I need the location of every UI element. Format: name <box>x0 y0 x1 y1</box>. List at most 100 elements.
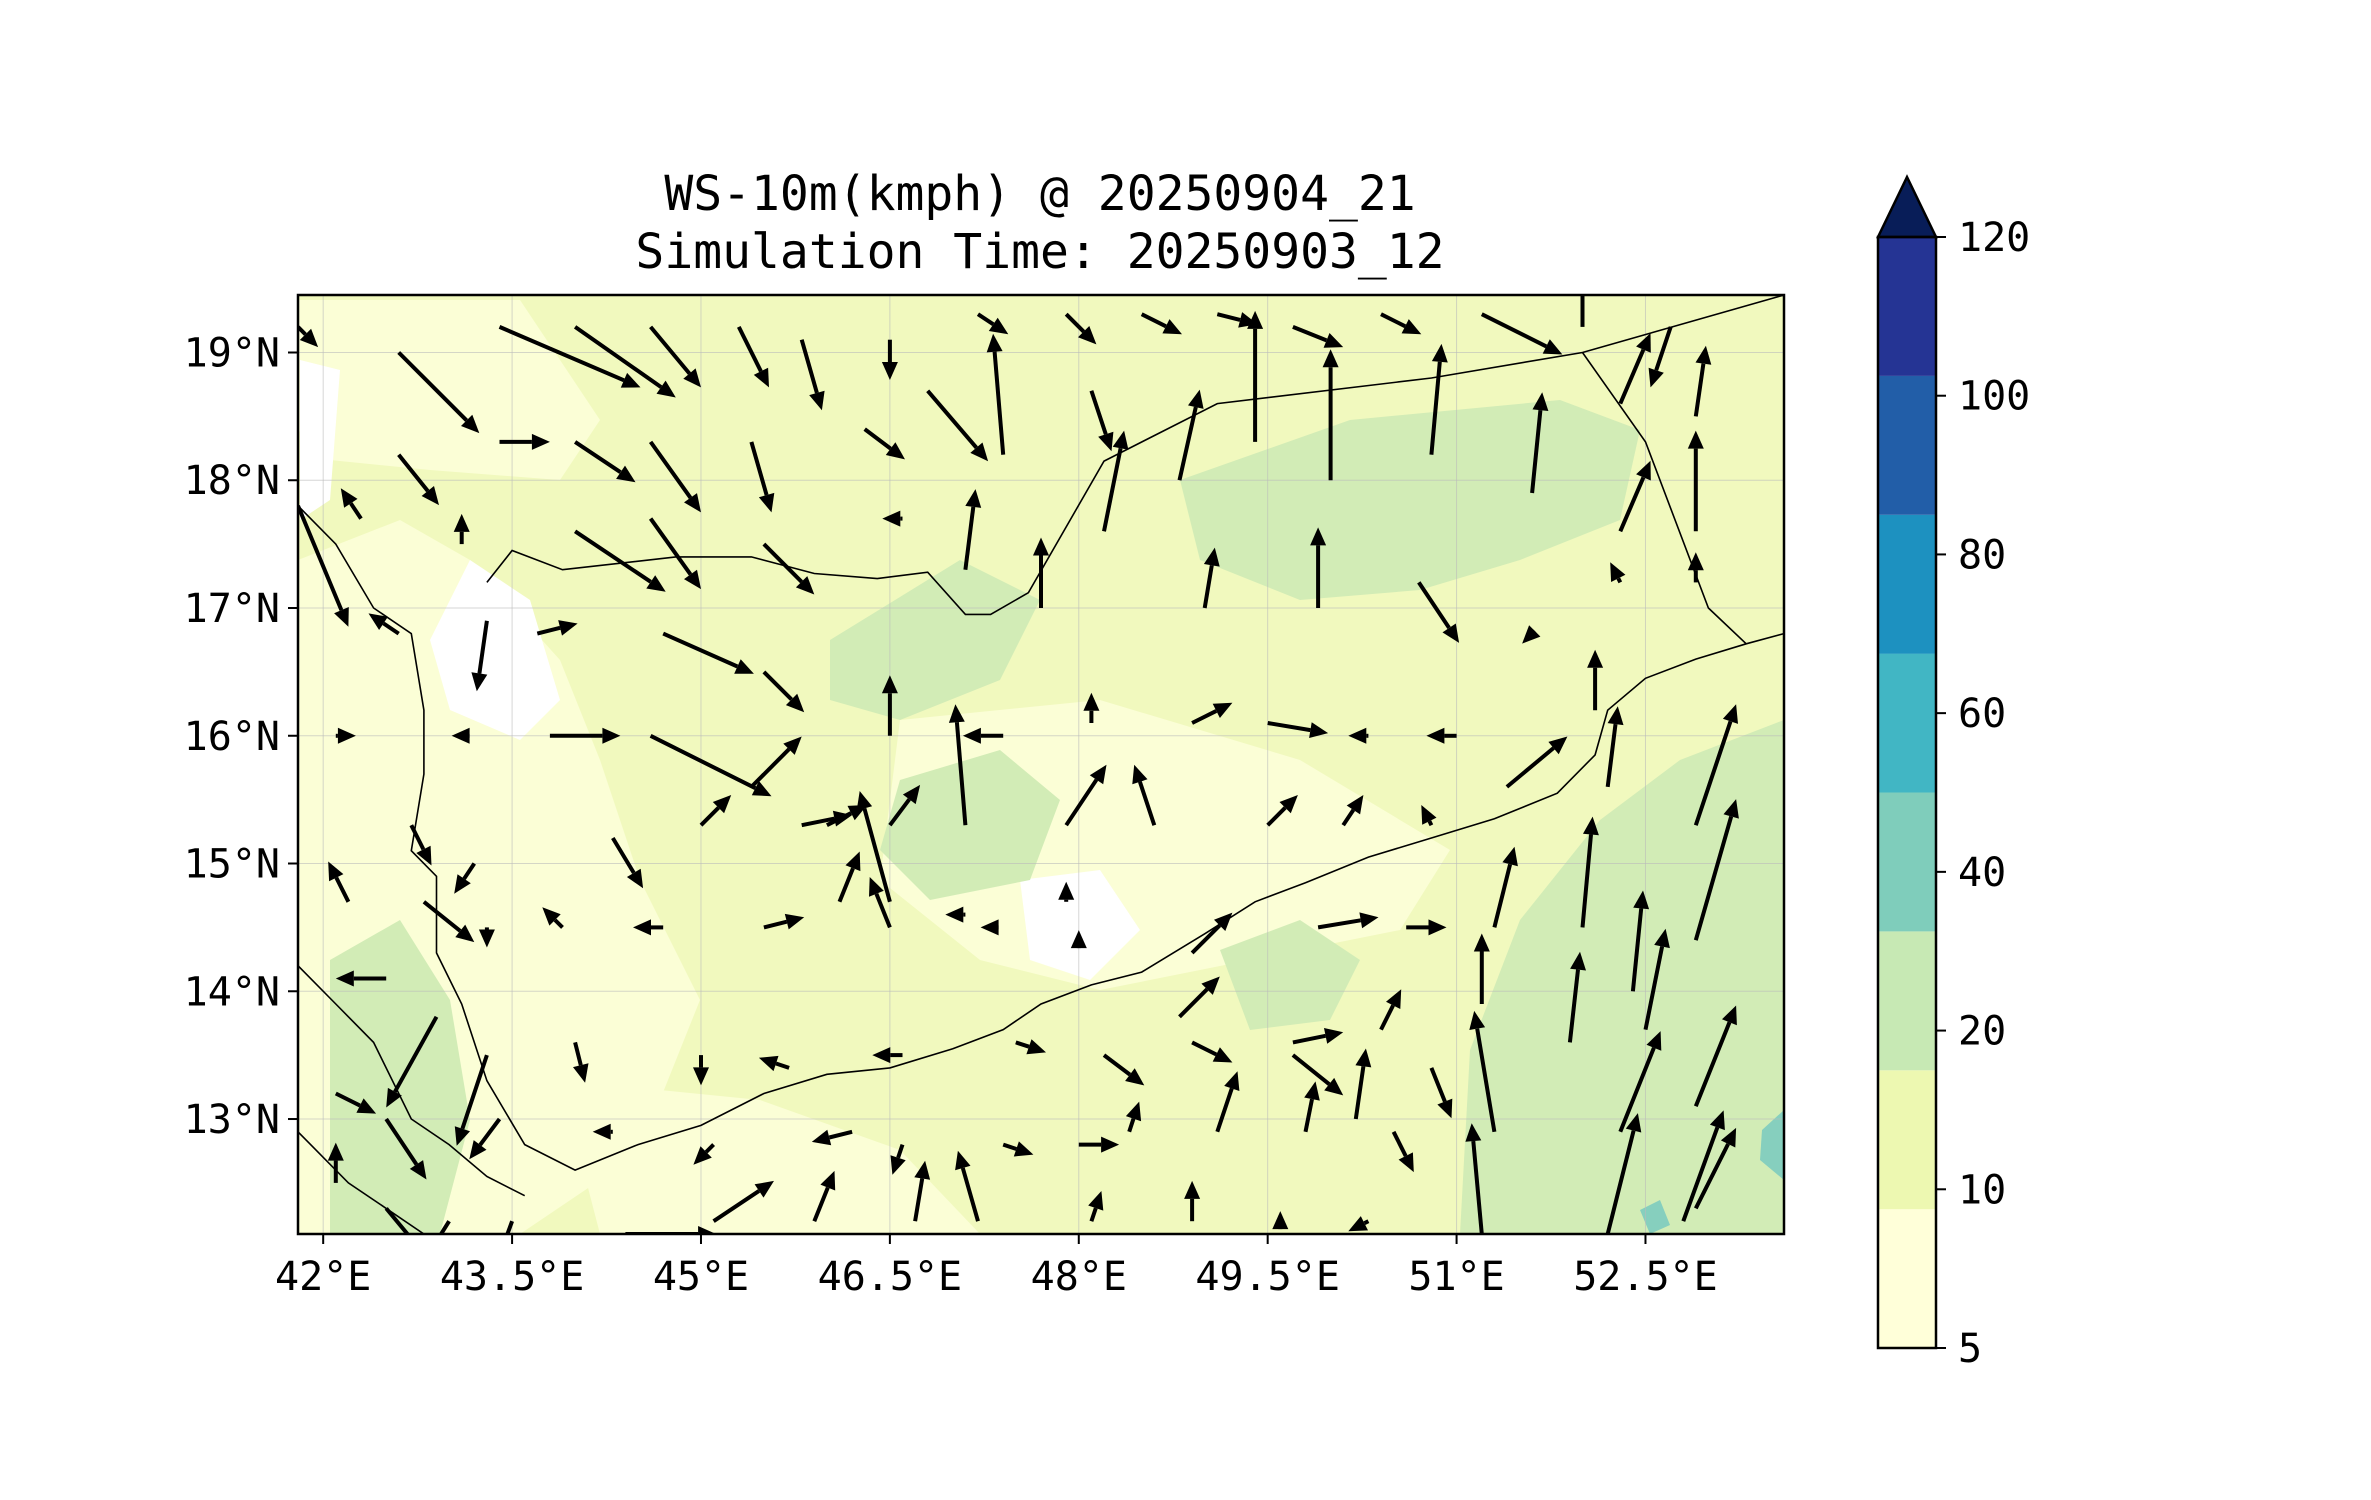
lon-tick-label: 43.5°E <box>440 1254 585 1300</box>
white-region-1 <box>430 560 560 740</box>
wind-arrow <box>633 919 664 936</box>
wind-arrow <box>1088 1191 1104 1222</box>
wind-arrow <box>454 1054 489 1146</box>
wind-arrow <box>422 900 475 943</box>
wind-arrow <box>881 675 898 736</box>
wind-arrow <box>1215 1071 1240 1133</box>
wind-arrow <box>1473 933 1490 1004</box>
lat-tick-label: 19°N <box>184 330 280 376</box>
colorbar-tick-label: 5 <box>1958 1326 1982 1372</box>
wind-arrow <box>962 727 1004 744</box>
wind-arrow <box>976 312 1009 335</box>
wind-arrow <box>1292 325 1344 348</box>
wind-arrow <box>340 488 363 520</box>
wind-arrow <box>1587 649 1604 711</box>
wind-arrow <box>799 339 825 411</box>
colorbar-tick-label: 60 <box>1958 691 2006 737</box>
green-region-mid <box>880 750 1060 900</box>
wind-arrow <box>980 919 999 936</box>
wind-arrow <box>1505 736 1568 789</box>
wind-arrow <box>986 333 1006 455</box>
wind-arrow <box>926 389 989 462</box>
colorbar-tick-label: 40 <box>1958 850 2006 896</box>
wind-arrow <box>1178 976 1220 1019</box>
wind-arrow <box>1465 1123 1484 1234</box>
wind-arrow <box>1530 392 1549 494</box>
wind-arrow <box>837 851 861 903</box>
wind-arrow <box>890 1143 906 1175</box>
wind-arrow <box>1480 312 1563 355</box>
wind-arrow <box>1380 312 1422 335</box>
wind-arrow <box>812 1170 836 1222</box>
wind-arrow <box>963 489 982 570</box>
wind-arrow <box>1303 1081 1320 1133</box>
wind-arrow <box>1083 692 1100 723</box>
green-region-west <box>330 920 470 1234</box>
country-border <box>1581 352 1747 645</box>
wind-arrow <box>648 517 701 590</box>
white-region-2 <box>1020 870 1140 980</box>
wind-arrow <box>1140 312 1182 335</box>
wind-arrow <box>1191 1040 1233 1063</box>
axis-ticks: 42°E 43.5°E 45°E 46.5°E 48°E 49.5°E 51°E 52.5°E… <box>184 330 1718 1300</box>
lon-tick-label: 42°E <box>275 1254 371 1300</box>
wind-arrow <box>1687 552 1704 583</box>
wind-arrow <box>649 325 701 388</box>
title-line-2: Simulation Time: 20250903_12 <box>635 224 1444 280</box>
wind-arrow <box>1618 333 1651 405</box>
coastline-southwest <box>298 1131 425 1234</box>
wind-arrow <box>1272 1211 1289 1230</box>
wind-arrow <box>693 1055 709 1086</box>
wind-arrow <box>1132 764 1157 826</box>
green-region-north <box>1180 400 1640 600</box>
wind-arrow <box>453 513 470 545</box>
lon-tick-label: 45°E <box>653 1254 749 1300</box>
colorbar-band <box>1878 653 1936 793</box>
wind-arrow <box>737 326 769 388</box>
wind-arrow <box>1341 795 1364 827</box>
wind-arrow <box>1064 312 1097 345</box>
wind-arrow <box>409 824 432 866</box>
wind-arrow <box>1687 430 1704 532</box>
lat-tick-label: 15°N <box>184 842 280 888</box>
wind-arrow <box>335 727 356 744</box>
wind-arrow <box>1322 349 1339 481</box>
wind-arrow <box>1492 846 1518 928</box>
wind-arrow <box>856 791 892 903</box>
wind-arrow <box>573 1041 589 1083</box>
wind-arrow <box>762 542 815 595</box>
wind-arrow <box>1310 527 1327 608</box>
wind-arrow <box>1064 764 1107 827</box>
wind-arrow <box>749 736 802 789</box>
wind-arrow <box>1421 805 1437 827</box>
wind-arrow <box>384 1117 427 1180</box>
wind-arrow <box>1015 1039 1046 1055</box>
colorbar-band <box>1878 792 1936 932</box>
wind-arrow <box>1353 1048 1372 1120</box>
wind-arrow <box>298 505 349 627</box>
wind-arrow <box>1317 912 1379 930</box>
wind-arrow <box>542 907 564 929</box>
colorbar-band <box>1878 1209 1936 1348</box>
wind-arrow <box>499 433 550 450</box>
wind-arrow <box>1391 1130 1414 1173</box>
wind-arrow <box>1125 1101 1142 1133</box>
wind-arrow <box>1693 345 1712 417</box>
wind-arrow <box>945 906 966 923</box>
colorbar-tick-label: 100 <box>1958 374 2030 420</box>
wind-arrow <box>811 1129 853 1146</box>
lat-tick-label: 17°N <box>184 586 280 632</box>
colorbar-band <box>1878 931 1936 1071</box>
wind-arrow <box>693 1143 716 1165</box>
wind-arrow <box>649 734 772 797</box>
wind-arrow <box>536 620 578 636</box>
lat-tick-label: 18°N <box>184 458 280 504</box>
wind-arrow <box>1267 721 1329 738</box>
colorbar-band <box>1878 514 1936 654</box>
lat-tick-label: 13°N <box>184 1097 280 1143</box>
lon-tick-label: 49.5°E <box>1195 1254 1340 1300</box>
wind-arrow <box>549 727 621 744</box>
colorbar-tick-label: 120 <box>1958 215 2030 261</box>
wind-arrow <box>1681 1110 1725 1222</box>
green-region-east <box>1460 720 1784 1234</box>
